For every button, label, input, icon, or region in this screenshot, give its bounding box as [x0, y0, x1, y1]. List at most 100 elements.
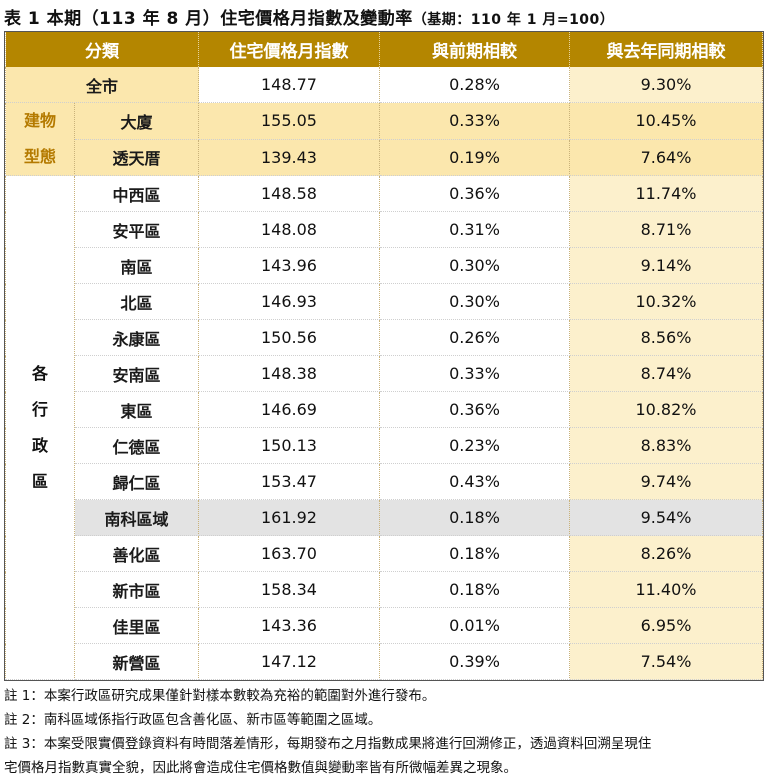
row-name: 東區 — [74, 391, 199, 428]
row-index: 143.96 — [198, 247, 380, 284]
row-mom: 0.18% — [379, 535, 570, 572]
row-index: 158.34 — [198, 571, 380, 608]
row-index: 150.13 — [198, 427, 380, 464]
header-row: 分類 住宅價格月指數 與前期相較 與去年同期相較 — [5, 32, 763, 67]
row-yoy: 8.71% — [569, 211, 763, 248]
row-index: 153.47 — [198, 463, 380, 500]
table-row: 透天厝 139.43 0.19% 7.64% — [6, 139, 763, 176]
row-mom: 0.18% — [379, 571, 570, 608]
table-row: 永康區 150.56 0.26% 8.56% — [6, 319, 763, 356]
row-name: 中西區 — [74, 175, 199, 212]
row-yoy: 8.56% — [569, 319, 763, 356]
table-row: 新營區 147.12 0.39% 7.54% — [6, 643, 763, 680]
row-index: 146.69 — [198, 391, 380, 428]
row-index: 148.08 — [198, 211, 380, 248]
row-name: 大廈 — [74, 102, 199, 140]
price-index-table: 分類 住宅價格月指數 與前期相較 與去年同期相較 全市 148.77 0.28%… — [4, 31, 764, 681]
row-index: 148.38 — [198, 355, 380, 392]
district-label-char: 各 — [31, 363, 48, 383]
city-row: 全市 148.77 0.28% 9.30% — [5, 67, 763, 103]
row-mom: 0.26% — [379, 319, 570, 356]
table-row: 仁德區 150.13 0.23% 8.83% — [6, 427, 763, 464]
row-name: 善化區 — [74, 535, 199, 572]
row-name: 新市區 — [74, 571, 199, 608]
title-base-period: （基期：110 年 1 月=100） — [412, 12, 615, 28]
table-row: 各 行 政 區 中西區 148.58 0.36% 11.74% — [5, 175, 763, 680]
row-name: 安平區 — [74, 211, 199, 248]
table-row: 佳里區 143.36 0.01% 6.95% — [6, 607, 763, 644]
row-index: 139.43 — [198, 139, 380, 176]
row-index: 150.56 — [198, 319, 380, 356]
table-row: 歸仁區 153.47 0.43% 9.74% — [6, 463, 763, 500]
row-yoy: 10.45% — [569, 102, 763, 140]
row-yoy: 10.32% — [569, 283, 763, 320]
row-mom: 0.33% — [379, 355, 570, 392]
footnote-3: 註 3：本案受限實價登錄資料有時間落差情形，每期發布之月指數成果將進行回溯修正，… — [4, 736, 652, 752]
row-yoy: 8.74% — [569, 355, 763, 392]
row-yoy: 9.14% — [569, 247, 763, 284]
row-name: 北區 — [74, 283, 199, 320]
city-index: 148.77 — [198, 67, 380, 103]
row-index: 163.70 — [198, 535, 380, 572]
footnote-2: 註 2：南科區域係指行政區包含善化區、新市區等範圍之區域。 — [4, 712, 382, 728]
table-row: 安平區 148.08 0.31% 8.71% — [6, 211, 763, 248]
row-yoy: 9.74% — [569, 463, 763, 500]
row-mom: 0.36% — [379, 391, 570, 428]
row-mom: 0.31% — [379, 211, 570, 248]
row-mom: 0.33% — [379, 102, 570, 140]
header-index: 住宅價格月指數 — [198, 32, 380, 67]
table-row: 新市區 158.34 0.18% 11.40% — [6, 571, 763, 608]
row-mom: 0.23% — [379, 427, 570, 464]
table-row: 南區 143.96 0.30% 9.14% — [6, 247, 763, 284]
table-row: 善化區 163.70 0.18% 8.26% — [6, 535, 763, 572]
building-type-label-line2: 型態 — [23, 147, 56, 166]
row-yoy: 10.82% — [569, 391, 763, 428]
row-index: 161.92 — [198, 499, 380, 536]
row-yoy: 8.83% — [569, 427, 763, 464]
row-mom: 0.30% — [379, 283, 570, 320]
row-mom: 0.19% — [379, 139, 570, 176]
footnote-1: 註 1：本案行政區研究成果僅針對樣本數較為充裕的範圍對外進行發布。 — [4, 688, 436, 704]
table-row: 南科區域 161.92 0.18% 9.54% — [6, 499, 763, 536]
row-mom: 0.18% — [379, 499, 570, 536]
row-mom: 0.39% — [379, 643, 570, 680]
row-index: 147.12 — [198, 643, 380, 680]
building-type-group-label: 建物 型態 — [5, 102, 75, 176]
row-index: 148.58 — [198, 175, 380, 212]
row-yoy: 9.54% — [569, 499, 763, 536]
row-name: 新營區 — [74, 643, 199, 680]
table-row: 安南區 148.38 0.33% 8.74% — [6, 355, 763, 392]
row-name: 安南區 — [74, 355, 199, 392]
header-mom: 與前期相較 — [379, 32, 570, 67]
row-mom: 0.30% — [379, 247, 570, 284]
footnotes: 註 1：本案行政區研究成果僅針對樣本數較為充裕的範圍對外進行發布。 註 2：南科… — [4, 684, 764, 780]
title-main: 表 1 本期（113 年 8 月）住宅價格月指數及變動率 — [4, 9, 413, 29]
row-name: 永康區 — [74, 319, 199, 356]
row-mom: 0.36% — [379, 175, 570, 212]
city-yoy: 9.30% — [569, 67, 763, 103]
row-mom: 0.43% — [379, 463, 570, 500]
city-mom: 0.28% — [379, 67, 570, 103]
footnote-3-continued: 宅價格月指數真實全貌，因此將會造成住宅價格數值與變動率皆有所微幅差異之現象。 — [4, 760, 517, 776]
row-name: 歸仁區 — [74, 463, 199, 500]
row-name: 南區 — [74, 247, 199, 284]
row-index: 155.05 — [198, 102, 380, 140]
city-label: 全市 — [5, 67, 199, 103]
row-index: 143.36 — [198, 607, 380, 644]
row-name: 南科區域 — [74, 499, 199, 536]
table-row: 東區 146.69 0.36% 10.82% — [6, 391, 763, 428]
district-group-label: 各 行 政 區 — [5, 175, 75, 680]
row-yoy: 11.40% — [569, 571, 763, 608]
district-label-char: 區 — [31, 471, 48, 491]
table-row: 建物 型態 大廈 155.05 0.33% 10.45% — [5, 102, 763, 176]
row-yoy: 8.26% — [569, 535, 763, 572]
district-label-char: 行 — [31, 399, 48, 419]
row-index: 146.93 — [198, 283, 380, 320]
row-yoy: 7.54% — [569, 643, 763, 680]
row-name: 仁德區 — [74, 427, 199, 464]
row-mom: 0.01% — [379, 607, 570, 644]
row-name: 佳里區 — [74, 607, 199, 644]
building-type-label-line1: 建物 — [23, 111, 56, 130]
district-label-char: 政 — [31, 435, 48, 455]
header-category: 分類 — [5, 32, 199, 67]
